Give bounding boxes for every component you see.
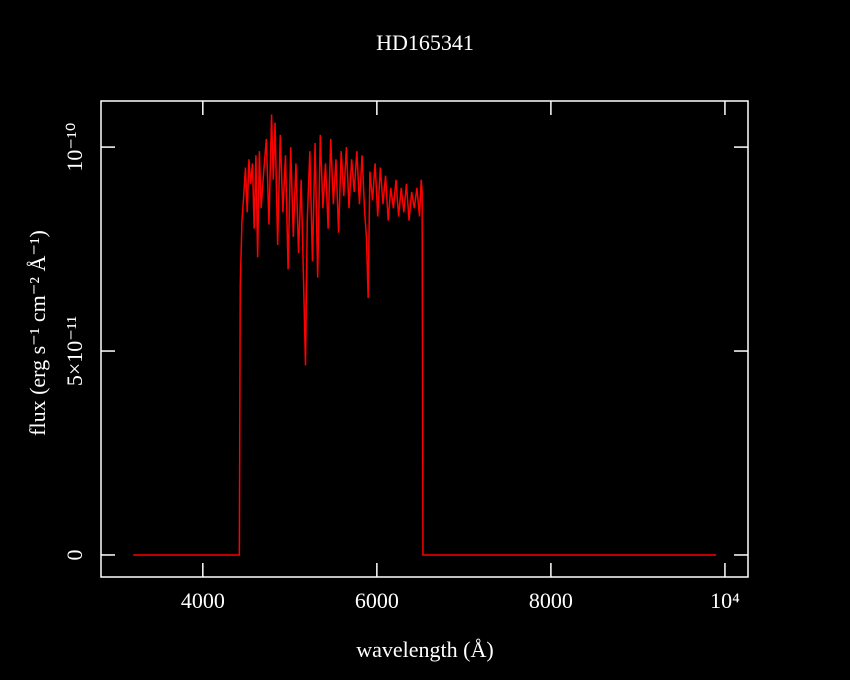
spectrum-line	[133, 114, 717, 556]
chart-title: HD165341	[376, 30, 474, 55]
y-tick-label: 0	[62, 549, 87, 560]
x-tick-label: 6000	[355, 588, 399, 613]
plot-frame	[100, 100, 749, 578]
x-tick-label: 10⁴	[710, 588, 740, 613]
x-tick-label: 4000	[181, 588, 225, 613]
x-axis-label: wavelength (Å)	[356, 637, 493, 662]
x-tick-label: 8000	[529, 588, 573, 613]
y-axis-label: flux (erg s⁻¹ cm⁻² Å⁻¹)	[25, 230, 50, 436]
y-tick-label: 10⁻¹⁰	[62, 122, 87, 171]
y-tick-label: 5×10⁻¹¹	[62, 316, 87, 386]
